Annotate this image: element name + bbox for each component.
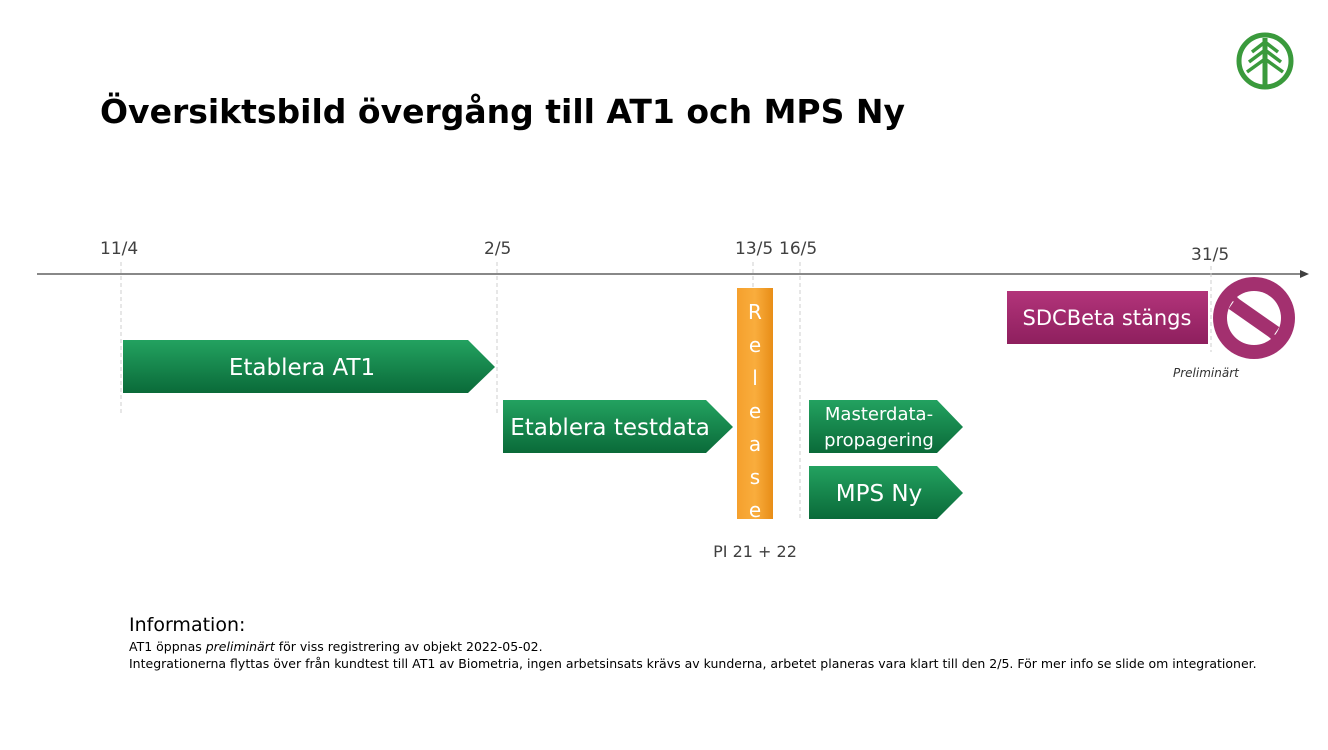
task-label: MPS Ny: [836, 481, 922, 507]
prohibition-icon: [1213, 277, 1295, 359]
task-label: Etablera testdata: [510, 415, 710, 441]
closure-label: SDCBeta stängs: [1023, 306, 1192, 330]
info-text: för viss registrering av objekt 2022-05-…: [275, 639, 543, 654]
closure-box: [1007, 291, 1208, 344]
task-arrow: [503, 400, 733, 453]
task-arrow: [809, 400, 963, 453]
task-label: Masterdata-: [825, 404, 933, 425]
date-label: 2/5: [484, 239, 511, 259]
release-bar: [737, 288, 773, 519]
release-label: Release: [743, 300, 767, 531]
task-arrow: [809, 466, 963, 519]
timeline-arrowhead: [1300, 270, 1309, 278]
date-label: 16/5: [779, 239, 817, 259]
release-note: PI 21 + 22: [713, 542, 797, 561]
date-guides: [120, 262, 1212, 520]
slide-title: Översiktsbild övergång till AT1 och MPS …: [100, 91, 905, 131]
task-label: Etablera AT1: [229, 355, 375, 381]
info-text: preliminärt: [205, 639, 276, 654]
date-label: 31/5: [1191, 245, 1229, 265]
task-label: propagering: [824, 430, 934, 451]
info-line: AT1 öppnas preliminärt för viss registre…: [129, 639, 543, 654]
closure-note: Preliminärt: [1173, 366, 1240, 380]
task-arrow: [123, 340, 495, 393]
info-text: AT1 öppnas: [129, 639, 206, 654]
info-heading: Information:: [129, 614, 245, 636]
info-text: Integrationerna flyttas över från kundte…: [129, 656, 1257, 671]
logo: [1236, 32, 1294, 90]
info-line: Integrationerna flyttas över från kundte…: [129, 656, 1257, 671]
date-label: 11/4: [100, 239, 138, 259]
date-label: 13/5: [735, 239, 773, 259]
